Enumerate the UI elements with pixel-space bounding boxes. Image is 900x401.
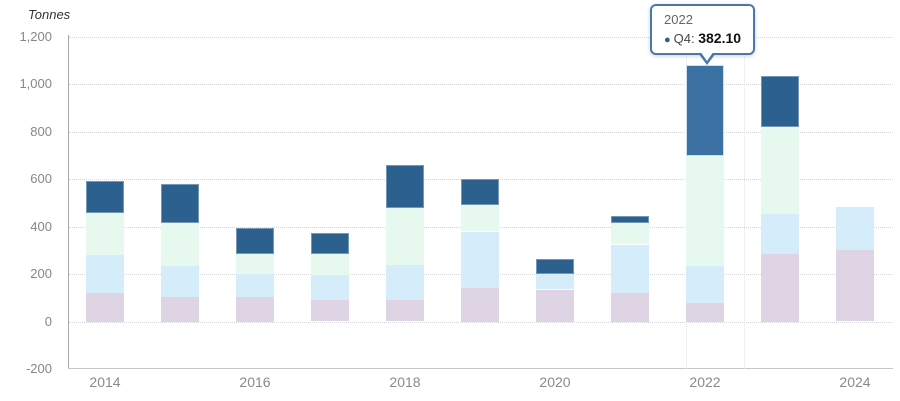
x-axis-line [68,368,893,369]
bar-segment-2016-q4[interactable] [236,227,274,254]
bar-segment-2021-q4[interactable] [611,216,649,224]
y-axis-line [68,35,69,369]
bar-segment-2023-q2[interactable] [761,213,799,254]
gridline [69,84,893,86]
tooltip: 2022 ● Q4: 382.10 [650,4,756,65]
x-tick-label: 2020 [539,374,571,390]
y-tick-label: 1,000 [19,76,52,92]
gridline [69,131,893,133]
bar-segment-2021-q1[interactable] [611,293,649,322]
y-tick-label: 800 [30,123,52,139]
hover-crosshair-right [744,37,745,369]
bar-segment-2018-q3[interactable] [386,207,424,265]
series-marker-icon: ● [664,34,671,46]
x-tick-label: 2014 [89,374,121,390]
bar-segment-2014-q2[interactable] [86,255,124,294]
bar-segment-2023-q3[interactable] [761,127,799,214]
y-tick-label: -200 [25,361,52,376]
bar-segment-2024-q1[interactable] [836,250,874,322]
bar-segment-2014-q1[interactable] [86,293,124,322]
bar-segment-2016-q3[interactable] [236,254,274,275]
tooltip-separator: : [691,31,699,46]
bar-segment-2017-q4[interactable] [311,232,349,254]
y-tick-label: 0 [44,313,52,329]
bar-segment-2016-q2[interactable] [236,274,274,297]
bar-segment-2019-q2[interactable] [461,231,499,289]
x-tick-label: 2022 [689,374,721,390]
y-tick-label: 200 [30,266,52,282]
tooltip-title: 2022 [664,12,693,27]
bar-segment-2020-q2[interactable] [536,274,574,290]
y-axis-title: Tonnes [28,7,71,22]
bar-segment-2014-q3[interactable] [86,212,124,256]
bar-segment-2015-q4[interactable] [161,184,199,224]
gridline [69,321,893,323]
tooltip-line: ● Q4: 382.10 [664,30,741,46]
bar-segment-2018-q1[interactable] [386,300,424,322]
bar-segment-2023-q4[interactable] [761,76,799,128]
bar-segment-2017-q3[interactable] [311,254,349,276]
bar-segment-2019-q1[interactable] [461,288,499,322]
x-tick-label: 2018 [389,374,421,390]
bar-segment-2022-q1[interactable] [686,302,724,322]
bar-segment-2015-q2[interactable] [161,265,199,297]
bar-segment-2024-q2[interactable] [836,206,874,251]
bar-segment-2017-q2[interactable] [311,275,349,301]
x-tick-label: 2016 [239,374,271,390]
bar-segment-2019-q3[interactable] [461,204,499,232]
bar-segment-2021-q3[interactable] [611,223,649,245]
bar-segment-2018-q4[interactable] [386,165,424,208]
y-tick-label: 1,200 [19,29,52,44]
gridline [69,37,893,38]
bar-segment-2016-q1[interactable] [236,296,274,322]
bar-segment-2015-q3[interactable] [161,223,199,266]
y-tick-label: 400 [30,218,52,234]
bar-segment-2020-q4[interactable] [536,258,574,275]
tooltip-value: 382.10 [698,30,742,46]
bar-segment-2022-q3[interactable] [686,155,724,266]
y-tick-label: 600 [30,171,52,187]
bar-segment-2019-q4[interactable] [461,179,499,205]
bar-segment-2020-q1[interactable] [536,289,574,322]
x-tick-label: 2024 [839,374,871,390]
bar-segment-2018-q2[interactable] [386,264,424,301]
bar-segment-2014-q4[interactable] [86,180,124,213]
bar-segment-2021-q2[interactable] [611,244,649,294]
bar-segment-2017-q1[interactable] [311,300,349,322]
tooltip-series-label: Q4 [673,31,691,46]
bar-segment-2015-q1[interactable] [161,296,199,322]
bar-segment-2023-q1[interactable] [761,254,799,322]
tooltip-arrow-fill [700,51,714,61]
bar-segment-2022-q2[interactable] [686,265,724,303]
bar-segment-2022-q4[interactable] [686,65,724,156]
